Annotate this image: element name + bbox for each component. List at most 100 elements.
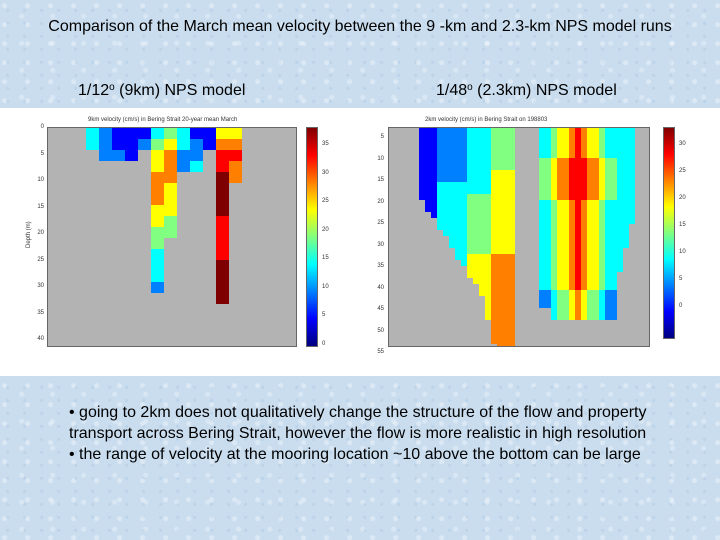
velocity-cell <box>509 164 515 170</box>
velocity-cell <box>569 302 575 308</box>
velocity-cell <box>437 200 443 206</box>
velocity-cell <box>509 194 515 200</box>
velocity-cell <box>125 150 138 161</box>
velocity-cell <box>563 296 569 302</box>
velocity-cell <box>605 146 611 152</box>
velocity-cell <box>491 146 497 152</box>
velocity-cell <box>587 152 593 158</box>
velocity-cell <box>587 314 593 320</box>
velocity-cell <box>569 140 575 146</box>
velocity-cell <box>617 224 623 230</box>
velocity-cell <box>431 164 437 170</box>
velocity-cell <box>437 212 443 218</box>
velocity-cell <box>473 164 479 170</box>
velocity-cell <box>545 224 551 230</box>
velocity-cell <box>629 158 635 164</box>
velocity-cell <box>473 128 479 134</box>
tick-label: 10 <box>37 177 44 183</box>
velocity-cell <box>473 182 479 188</box>
velocity-cell <box>599 170 605 176</box>
tick-label: 40 <box>37 336 44 342</box>
velocity-cell <box>545 146 551 152</box>
velocity-cell <box>473 206 479 212</box>
velocity-cell <box>443 170 449 176</box>
velocity-cell <box>479 284 485 290</box>
velocity-cell <box>557 170 563 176</box>
velocity-cell <box>611 170 617 176</box>
velocity-cell <box>539 188 545 194</box>
velocity-cell <box>437 188 443 194</box>
velocity-cell <box>551 146 557 152</box>
velocity-cell <box>467 182 473 188</box>
velocity-cell <box>575 218 581 224</box>
velocity-cell <box>611 140 617 146</box>
velocity-cell <box>575 278 581 284</box>
velocity-cell <box>581 206 587 212</box>
right-colorbar <box>663 127 675 339</box>
velocity-cell <box>539 230 545 236</box>
velocity-cell <box>539 158 545 164</box>
velocity-cell <box>479 272 485 278</box>
velocity-cell <box>551 248 557 254</box>
velocity-cell <box>473 200 479 206</box>
velocity-cell <box>461 170 467 176</box>
velocity-cell <box>629 146 635 152</box>
velocity-cell <box>449 152 455 158</box>
velocity-cell <box>545 242 551 248</box>
velocity-cell <box>557 140 563 146</box>
velocity-cell <box>497 320 503 326</box>
velocity-cell <box>461 236 467 242</box>
tick-label: 20 <box>322 226 329 233</box>
velocity-cell <box>611 290 617 296</box>
velocity-cell <box>473 134 479 140</box>
velocity-cell <box>425 134 431 140</box>
velocity-cell <box>479 218 485 224</box>
velocity-cell <box>581 140 587 146</box>
velocity-cell <box>581 272 587 278</box>
velocity-cell <box>479 182 485 188</box>
velocity-cell <box>551 230 557 236</box>
velocity-cell <box>575 194 581 200</box>
tick-label: 10 <box>679 249 686 255</box>
velocity-cell <box>112 139 125 150</box>
velocity-cell <box>581 230 587 236</box>
velocity-cell <box>563 278 569 284</box>
velocity-cell <box>563 260 569 266</box>
velocity-cell <box>99 128 112 139</box>
velocity-cell <box>581 314 587 320</box>
velocity-cell <box>539 284 545 290</box>
velocity-cell <box>563 248 569 254</box>
velocity-cell <box>563 128 569 134</box>
velocity-cell <box>569 218 575 224</box>
tick-label: 0 <box>679 303 683 309</box>
velocity-cell <box>461 146 467 152</box>
velocity-cell <box>563 146 569 152</box>
velocity-cell <box>497 290 503 296</box>
velocity-cell <box>539 278 545 284</box>
velocity-cell <box>151 194 164 205</box>
velocity-cell <box>437 140 443 146</box>
velocity-cell <box>575 140 581 146</box>
velocity-cell <box>539 164 545 170</box>
velocity-cell <box>593 260 599 266</box>
velocity-cell <box>431 182 437 188</box>
velocity-cell <box>611 176 617 182</box>
velocity-cell <box>629 164 635 170</box>
velocity-cell <box>497 284 503 290</box>
velocity-cell <box>203 139 216 150</box>
velocity-cell <box>617 188 623 194</box>
tick-label: 25 <box>377 220 384 226</box>
velocity-cell <box>497 248 503 254</box>
velocity-cell <box>557 188 563 194</box>
velocity-cell <box>497 302 503 308</box>
velocity-cell <box>449 182 455 188</box>
velocity-cell <box>617 194 623 200</box>
velocity-cell <box>503 194 509 200</box>
velocity-cell <box>629 182 635 188</box>
velocity-cell <box>593 272 599 278</box>
velocity-cell <box>437 182 443 188</box>
velocity-cell <box>563 302 569 308</box>
velocity-cell <box>623 224 629 230</box>
right-heading-suffix: (2.3km) NPS model <box>472 82 617 99</box>
velocity-cell <box>545 284 551 290</box>
